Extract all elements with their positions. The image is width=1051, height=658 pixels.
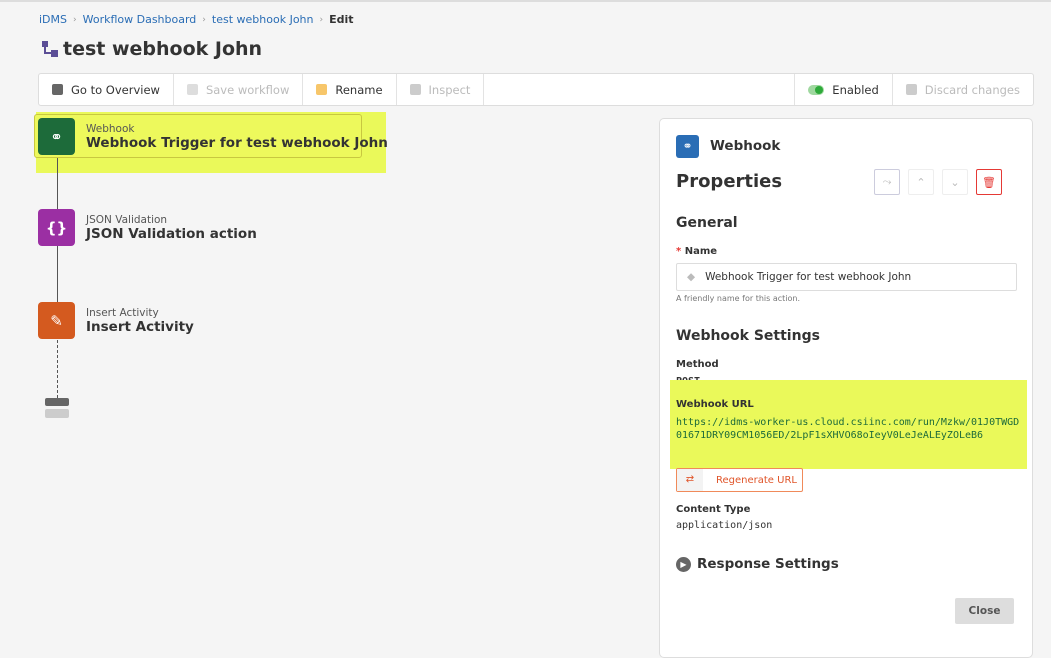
connector-dashed — [57, 340, 58, 398]
regenerate-url-button[interactable]: ⇄ Regenerate URL — [676, 468, 803, 492]
go-to-overview-button[interactable]: Go to Overview — [39, 74, 174, 105]
discard-changes-button[interactable]: Discard changes — [893, 74, 1033, 105]
panel-type: Webhook — [710, 138, 781, 154]
method-label: Method — [676, 359, 719, 370]
node-type: Webhook — [86, 122, 135, 135]
play-icon: ▶ — [676, 556, 691, 572]
label: Response Settings — [697, 556, 839, 572]
name-label: * Name — [676, 246, 718, 257]
chevron-right-icon: › — [319, 14, 324, 25]
name-help: A friendly name for this action. — [676, 294, 800, 303]
rename-button[interactable]: Rename — [303, 74, 397, 105]
enabled-toggle[interactable]: Enabled — [795, 74, 893, 105]
node-insert-activity[interactable]: ✎ Insert Activity Insert Activity — [38, 302, 194, 339]
node-title: JSON Validation action — [86, 225, 257, 242]
move-down-button[interactable]: ⌄ — [942, 169, 968, 195]
save-workflow-button[interactable]: Save workflow — [174, 74, 304, 105]
breadcrumb-workflow[interactable]: test webhook John — [211, 13, 314, 26]
branch-button[interactable]: ⤳ — [874, 169, 900, 195]
label: Save workflow — [205, 82, 290, 97]
delete-button[interactable]: 🗑 — [976, 169, 1002, 195]
breadcrumb-workflow-dashboard[interactable]: Workflow Dashboard — [82, 13, 197, 26]
webhook-icon: ⚭ — [676, 135, 699, 158]
tag-icon: ◆ — [687, 271, 696, 283]
selected-node-frame — [34, 114, 362, 158]
label: Discard changes — [924, 82, 1020, 97]
breadcrumb-current: Edit — [329, 13, 354, 26]
breadcrumb-idms[interactable]: iDMS — [39, 13, 67, 26]
close-button[interactable]: Close — [955, 598, 1014, 624]
node-title: Insert Activity — [86, 318, 194, 335]
braces-icon: {} — [38, 209, 75, 246]
refresh-icon: ⇄ — [677, 469, 703, 491]
rename-icon — [316, 84, 328, 95]
content-type-label: Content Type — [676, 504, 751, 515]
content-type-value: application/json — [676, 520, 773, 531]
webhook-url-label: Webhook URL — [676, 399, 754, 410]
node-title: Webhook Trigger for test webhook John — [86, 134, 388, 151]
name-value: Webhook Trigger for test webhook John — [705, 271, 912, 283]
label: Enabled — [832, 82, 879, 97]
chevron-right-icon: › — [73, 14, 77, 25]
add-step-icon[interactable] — [45, 398, 69, 418]
top-border — [0, 0, 1051, 2]
highlight — [670, 380, 1027, 469]
node-type: Insert Activity — [86, 306, 159, 319]
label: Go to Overview — [71, 82, 160, 97]
label: Inspect — [428, 82, 471, 97]
node-webhook[interactable]: ⚭ Webhook Webhook Trigger for test webhoo… — [38, 118, 388, 155]
breadcrumb: iDMS › Workflow Dashboard › test webhook J… — [39, 13, 354, 26]
node-json-validation[interactable]: {} JSON Validation JSON Validation action — [38, 209, 257, 246]
workflow-icon — [42, 41, 58, 57]
toolbar-spacer — [484, 74, 796, 105]
label: Regenerate URL — [716, 474, 797, 486]
edit-icon: ✎ — [38, 302, 75, 339]
panel-heading: Properties — [676, 171, 783, 192]
webhook-url-value[interactable]: https://idms-worker-us.cloud.csiinc.com/… — [676, 417, 1020, 441]
toggle-icon — [808, 84, 825, 95]
label: Name — [684, 246, 718, 257]
section-webhook-settings: Webhook Settings — [676, 328, 820, 344]
move-up-button[interactable]: ⌃ — [908, 169, 934, 195]
response-settings-toggle[interactable]: ▶ Response Settings — [676, 556, 839, 572]
save-icon — [186, 84, 198, 95]
name-input[interactable]: ◆ Webhook Trigger for test webhook John — [676, 263, 1017, 291]
chevron-right-icon: › — [202, 14, 206, 25]
node-type: JSON Validation — [86, 213, 168, 226]
back-icon — [52, 84, 63, 95]
label: Rename — [335, 82, 383, 97]
page-title-text: test webhook John — [63, 38, 263, 60]
section-general: General — [676, 215, 738, 231]
trash-undo-icon — [905, 84, 917, 95]
inspect-icon — [409, 84, 421, 95]
inspect-button[interactable]: Inspect — [397, 74, 485, 105]
webhook-icon: ⚭ — [38, 118, 75, 155]
properties-panel: ⚭ Webhook Properties ⤳ ⌃ ⌄ 🗑 General * N… — [659, 118, 1033, 658]
toolbar: Go to Overview Save workflow Rename Insp… — [38, 73, 1034, 106]
page-title: test webhook John — [40, 38, 262, 60]
